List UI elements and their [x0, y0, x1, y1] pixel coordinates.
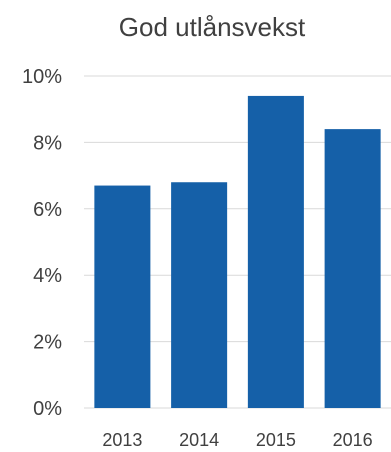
y-tick-label: 6% — [33, 199, 62, 221]
y-tick-label: 8% — [33, 132, 62, 154]
y-tick-label: 10% — [22, 66, 62, 88]
bar-2014 — [171, 182, 228, 408]
chart-title: God utlånsvekst — [119, 12, 306, 42]
x-tick-label: 2016 — [333, 430, 373, 450]
y-tick-label: 2% — [33, 332, 62, 354]
x-tick-label: 2015 — [256, 430, 296, 450]
bars — [94, 95, 381, 409]
x-tick-label: 2014 — [179, 430, 219, 450]
bar-2013 — [94, 185, 151, 408]
x-tick-label: 2013 — [102, 430, 142, 450]
y-tick-label: 4% — [33, 265, 62, 287]
bar-2016 — [324, 129, 381, 408]
y-tick-label: 0% — [33, 398, 62, 420]
y-axis-ticks: 0% 2% 4% 6% 8% 10% — [22, 66, 62, 420]
x-axis-ticks: 2013 2014 2015 2016 — [102, 430, 372, 450]
bar-2015 — [247, 95, 304, 409]
